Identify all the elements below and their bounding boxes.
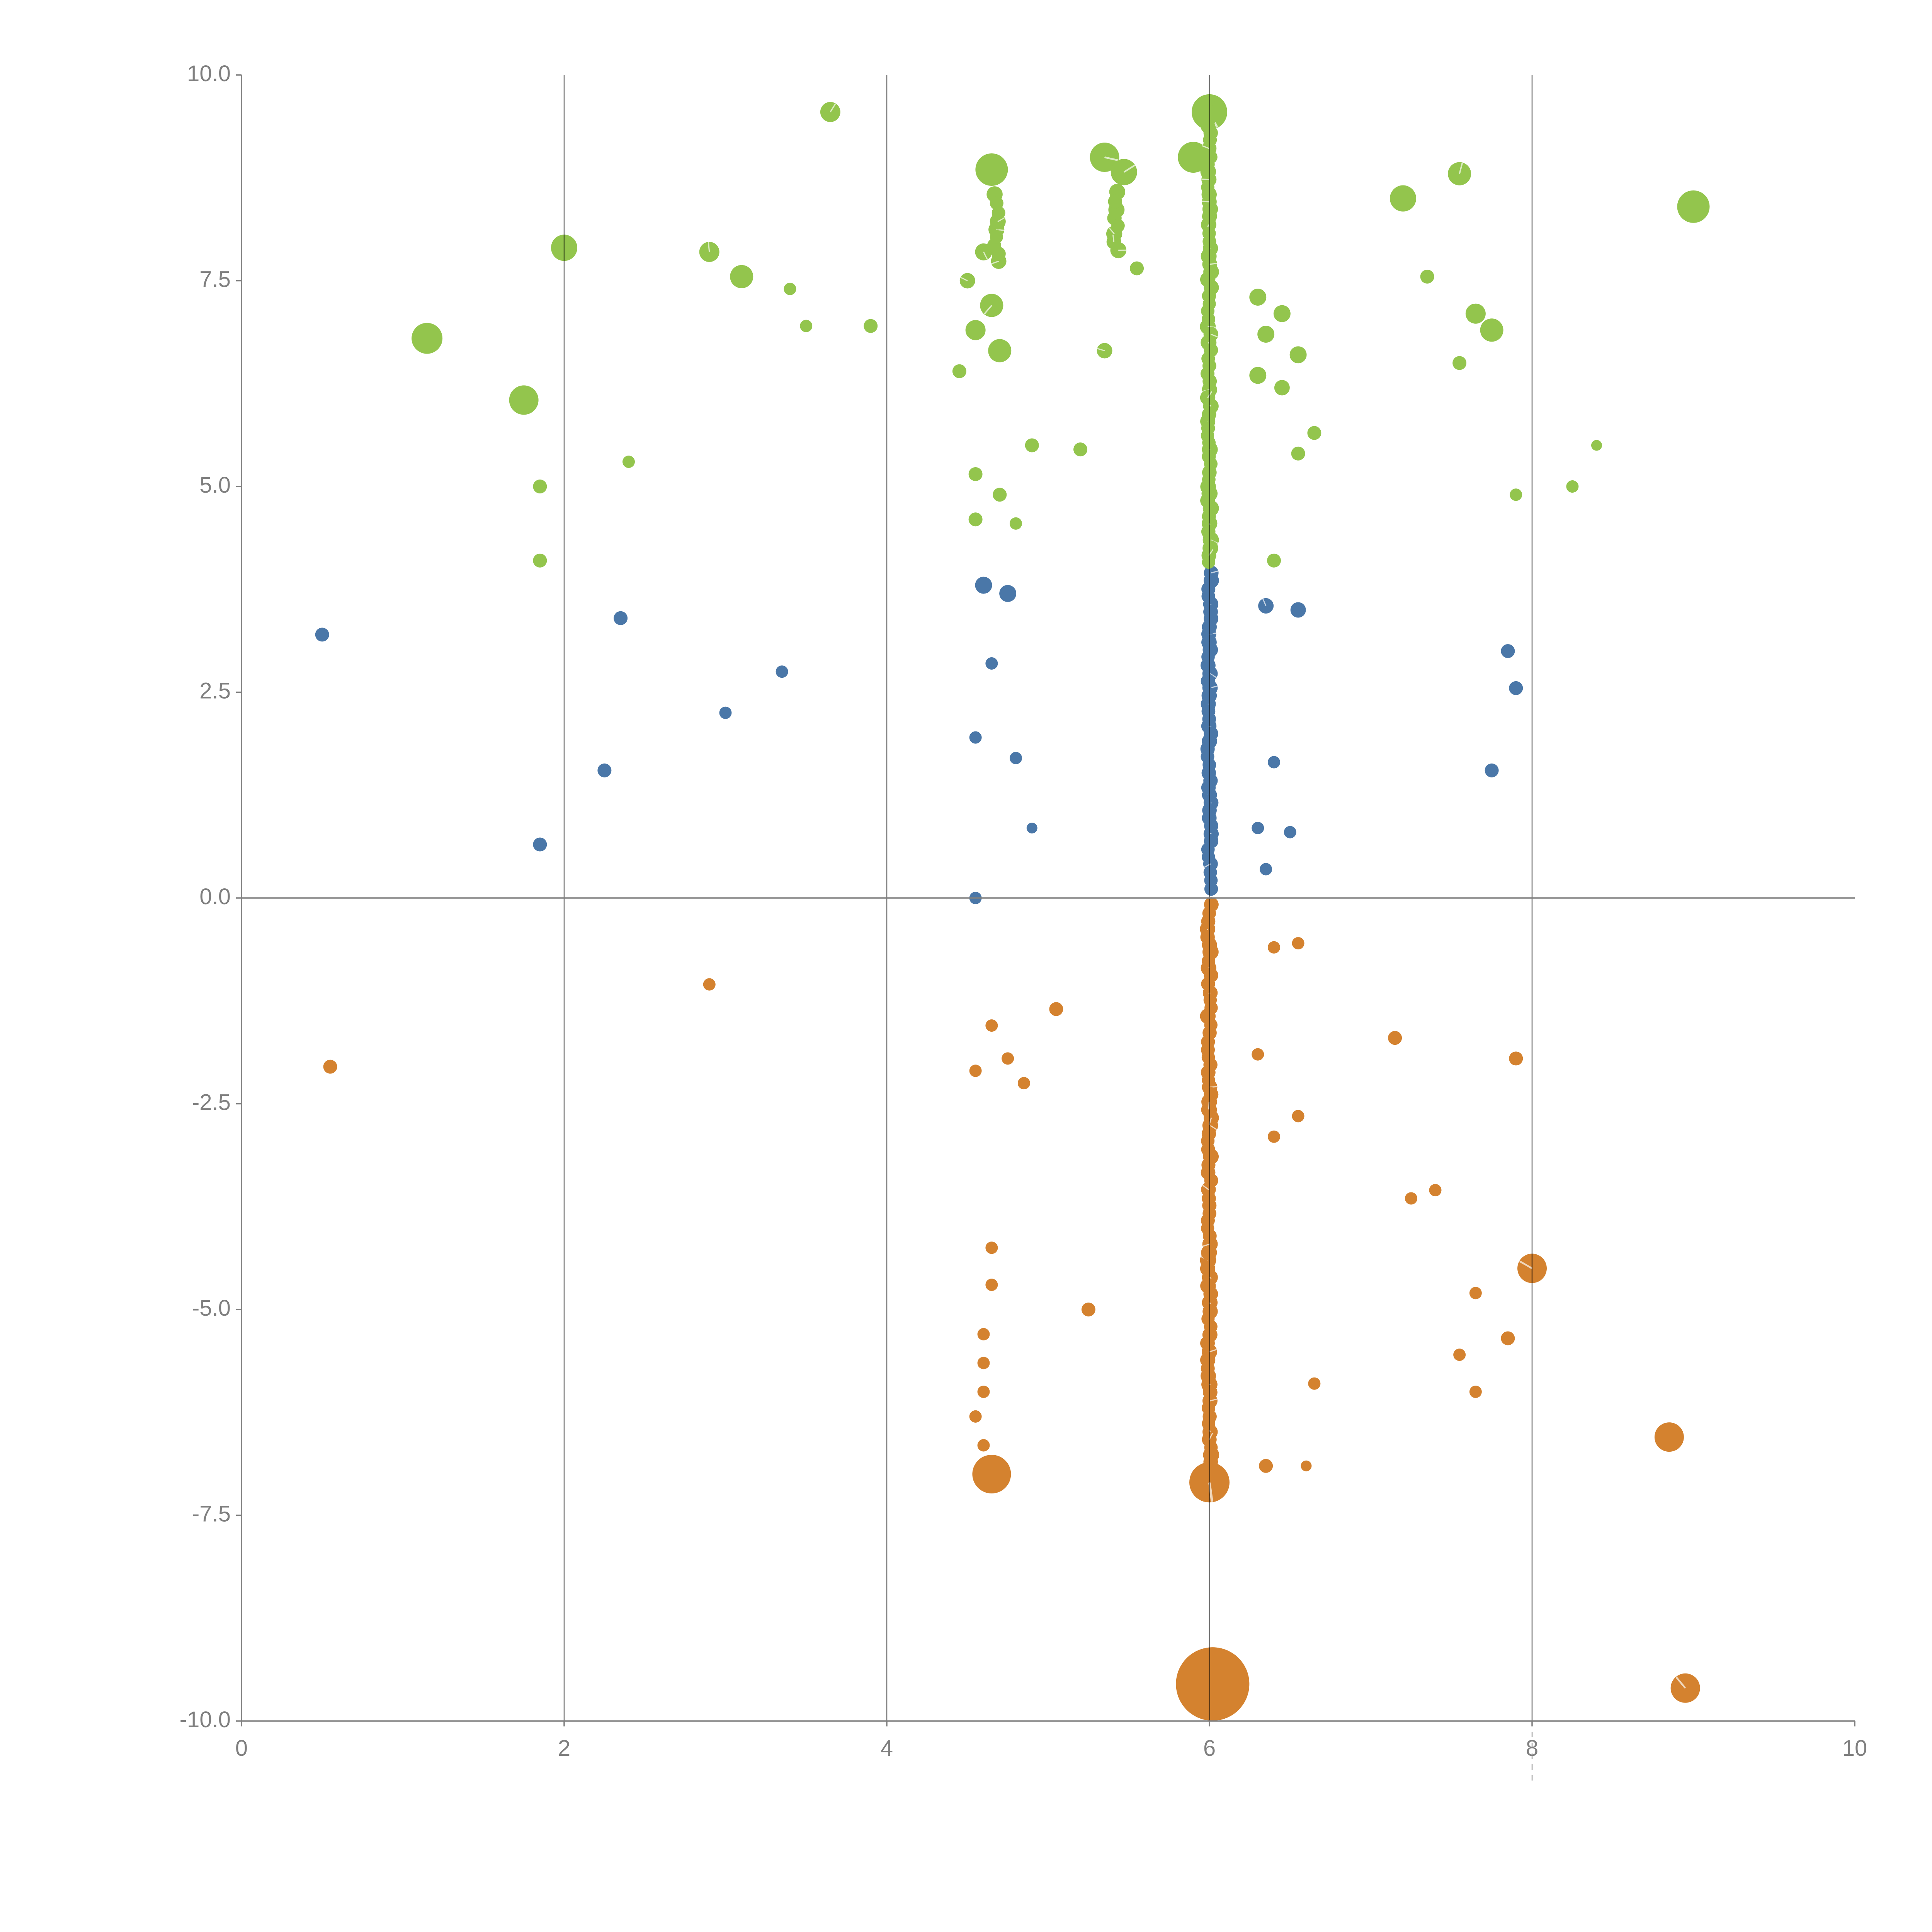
svg-text:-10.0: -10.0 (180, 1707, 231, 1732)
svg-text:-7.5: -7.5 (192, 1502, 231, 1527)
svg-text:-2.5: -2.5 (192, 1090, 231, 1115)
svg-text:5.0: 5.0 (199, 473, 231, 498)
svg-text:7.5: 7.5 (199, 267, 231, 292)
svg-text:2: 2 (558, 1736, 570, 1761)
svg-text:2.5: 2.5 (199, 679, 231, 704)
svg-text:0: 0 (235, 1736, 248, 1761)
svg-text:4: 4 (881, 1736, 893, 1761)
svg-text:0.0: 0.0 (199, 884, 231, 909)
svg-text:-5.0: -5.0 (192, 1296, 231, 1321)
svg-text:6: 6 (1203, 1736, 1216, 1761)
svg-text:8: 8 (1526, 1736, 1538, 1761)
svg-text:10.0: 10.0 (187, 61, 231, 86)
svg-text:10: 10 (1842, 1736, 1867, 1761)
